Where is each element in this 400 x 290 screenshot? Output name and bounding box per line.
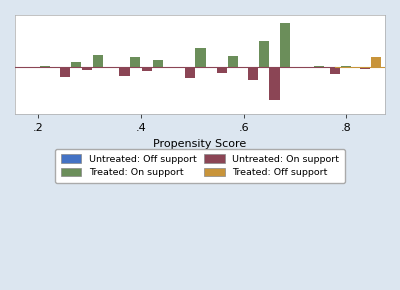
Bar	[258, 41, 269, 67]
Bar	[70, 62, 81, 67]
Bar	[217, 67, 227, 73]
Bar	[184, 67, 195, 78]
Bar	[153, 60, 163, 67]
Bar	[82, 67, 92, 70]
Bar	[314, 66, 324, 67]
Bar	[60, 67, 70, 77]
Bar	[40, 66, 50, 67]
Bar	[195, 48, 206, 67]
Bar	[228, 56, 238, 67]
Legend: Untreated: Off support, Treated: On support, Untreated: On support, Treated: Off: Untreated: Off support, Treated: On supp…	[55, 148, 345, 183]
Bar	[142, 67, 152, 71]
Bar	[119, 67, 130, 76]
Bar	[248, 67, 258, 80]
Bar	[330, 67, 340, 74]
Bar	[92, 55, 103, 67]
Bar	[371, 57, 381, 67]
Bar	[280, 23, 290, 67]
Bar	[269, 67, 280, 100]
Bar	[130, 57, 140, 67]
Bar	[341, 66, 351, 67]
Bar	[360, 67, 370, 69]
X-axis label: Propensity Score: Propensity Score	[153, 139, 247, 149]
Bar	[29, 67, 39, 68]
